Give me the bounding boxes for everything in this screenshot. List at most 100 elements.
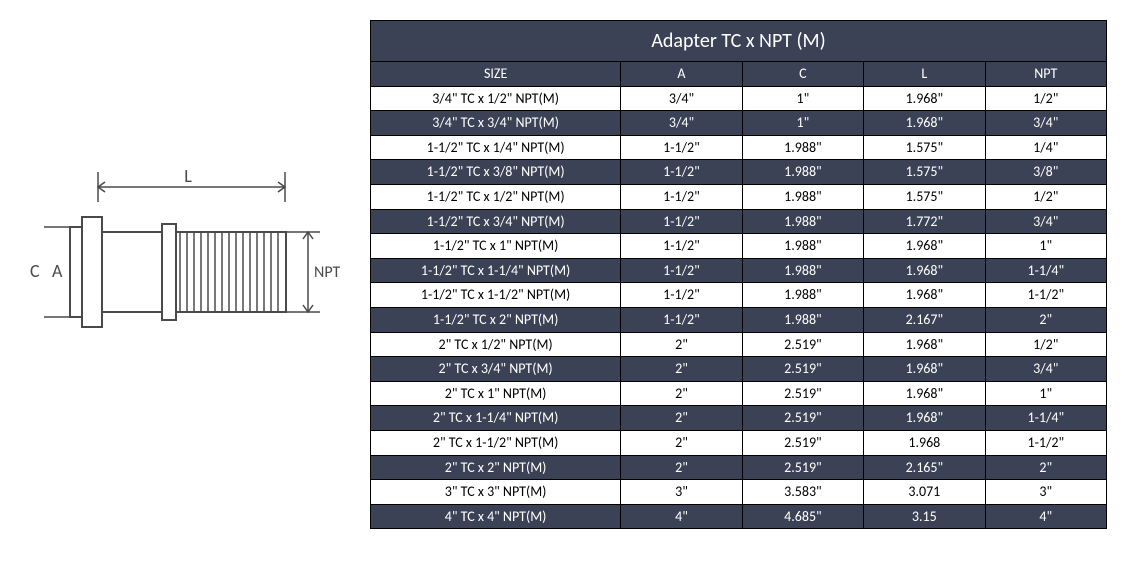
table-cell: 2" TC x 1/2" NPT(M) — [371, 332, 621, 357]
diagram-svg: L — [20, 142, 340, 402]
table-cell: 1-1/2" — [621, 160, 742, 185]
table-cell: 3/4" — [985, 111, 1106, 136]
col-c: C — [742, 62, 863, 87]
table-cell: 2" — [621, 357, 742, 382]
table-cell: 2" TC x 1-1/4" NPT(M) — [371, 406, 621, 431]
table-cell: 1.988" — [742, 135, 863, 160]
table-cell: 4.685" — [742, 504, 863, 529]
table-cell: 2" — [621, 332, 742, 357]
table-body: 3/4" TC x 1/2" NPT(M)3/4"1"1.968"1/2"3/4… — [371, 86, 1107, 529]
table-cell: 3/4" TC x 3/4" NPT(M) — [371, 111, 621, 136]
table-cell: 1.988" — [742, 184, 863, 209]
table-row: 1-1/2" TC x 1-1/2" NPT(M)1-1/2"1.988"1.9… — [371, 283, 1107, 308]
table-cell: 1-1/2" — [621, 184, 742, 209]
table-row: 3/4" TC x 1/2" NPT(M)3/4"1"1.968"1/2" — [371, 86, 1107, 111]
table-row: 1-1/2" TC x 2" NPT(M)1-1/2"1.988"2.167"2… — [371, 307, 1107, 332]
table-cell: 3/4" — [621, 111, 742, 136]
table-row: 1-1/2" TC x 1/2" NPT(M)1-1/2"1.988"1.575… — [371, 184, 1107, 209]
table-cell: 4" — [985, 504, 1106, 529]
table-cell: 1.575" — [864, 184, 985, 209]
table-cell: 1.968" — [864, 86, 985, 111]
table-cell: 2.519" — [742, 357, 863, 382]
table-cell: 1.772" — [864, 209, 985, 234]
table-row: 1-1/2" TC x 1/4" NPT(M)1-1/2"1.988"1.575… — [371, 135, 1107, 160]
table-cell: 2.519" — [742, 406, 863, 431]
table-cell: 2.519" — [742, 332, 863, 357]
table-cell: 1-1/2" TC x 3/4" NPT(M) — [371, 209, 621, 234]
table-cell: 2" — [985, 307, 1106, 332]
table-cell: 2" — [621, 381, 742, 406]
table-cell: 1.575" — [864, 160, 985, 185]
table-row: 2" TC x 1" NPT(M)2"2.519"1.968"1" — [371, 381, 1107, 406]
table-cell: 1.968" — [864, 381, 985, 406]
table-cell: 1.988" — [742, 209, 863, 234]
table-cell: 2.519" — [742, 430, 863, 455]
table-cell: 3/4" — [985, 357, 1106, 382]
adapter-diagram: L — [20, 142, 340, 407]
table-row: 2" TC x 3/4" NPT(M)2"2.519"1.968"3/4" — [371, 357, 1107, 382]
table-cell: 1-1/2" — [621, 209, 742, 234]
table-cell: 1/2" — [985, 86, 1106, 111]
col-size: SIZE — [371, 62, 621, 87]
table-cell: 1/2" — [985, 332, 1106, 357]
table-cell: 2.165" — [864, 455, 985, 480]
table-cell: 1.968" — [864, 234, 985, 259]
table-cell: 1.968" — [864, 357, 985, 382]
table-cell: 1-1/2" TC x 1-1/2" NPT(M) — [371, 283, 621, 308]
table-cell: 2.519" — [742, 455, 863, 480]
table-cell: 1" — [742, 111, 863, 136]
table-cell: 4" TC x 4" NPT(M) — [371, 504, 621, 529]
spec-table-wrap: Adapter TC x NPT (M) SIZEACLNPT 3/4" TC … — [370, 20, 1107, 529]
table-cell: 2.519" — [742, 381, 863, 406]
table-cell: 1-1/2" — [985, 430, 1106, 455]
table-cell: 1-1/2" — [621, 135, 742, 160]
table-cell: 1.988" — [742, 307, 863, 332]
table-cell: 1-1/2" TC x 1/2" NPT(M) — [371, 184, 621, 209]
header-row: SIZEACLNPT — [371, 62, 1107, 87]
col-l: L — [864, 62, 985, 87]
table-cell: 1-1/2" — [621, 234, 742, 259]
label-NPT: NPT — [314, 263, 340, 282]
table-cell: 3/8" — [985, 160, 1106, 185]
table-row: 1-1/2" TC x 3/8" NPT(M)1-1/2"1.988"1.575… — [371, 160, 1107, 185]
table-row: 4" TC x 4" NPT(M)4"4.685"3.154" — [371, 504, 1107, 529]
table-row: 1-1/2" TC x 3/4" NPT(M)1-1/2"1.988"1.772… — [371, 209, 1107, 234]
table-cell: 2" — [621, 455, 742, 480]
table-cell: 1-1/4" — [985, 406, 1106, 431]
table-cell: 1.988" — [742, 160, 863, 185]
table-cell: 3/4" — [985, 209, 1106, 234]
table-cell: 1-1/2" TC x 1/4" NPT(M) — [371, 135, 621, 160]
table-cell: 1-1/2" — [621, 283, 742, 308]
table-cell: 1-1/2" TC x 2" NPT(M) — [371, 307, 621, 332]
table-row: 1-1/2" TC x 1" NPT(M)1-1/2"1.988"1.968"1… — [371, 234, 1107, 259]
label-C: C — [30, 260, 40, 282]
label-A: A — [52, 260, 63, 282]
table-cell: 1" — [742, 86, 863, 111]
table-cell: 1" — [985, 234, 1106, 259]
table-row: 2" TC x 2" NPT(M)2"2.519"2.165"2" — [371, 455, 1107, 480]
table-cell: 3.071 — [864, 480, 985, 505]
table-cell: 1.968" — [864, 111, 985, 136]
table-cell: 2.167" — [864, 307, 985, 332]
table-row: 1-1/2" TC x 1-1/4" NPT(M)1-1/2"1.988"1.9… — [371, 258, 1107, 283]
table-cell: 1.968 — [864, 430, 985, 455]
table-cell: 3.15 — [864, 504, 985, 529]
table-cell: 3" — [621, 480, 742, 505]
table-cell: 1/4" — [985, 135, 1106, 160]
table-cell: 2" — [621, 430, 742, 455]
table-cell: 1-1/2" — [985, 283, 1106, 308]
table-cell: 3" — [985, 480, 1106, 505]
col-npt: NPT — [985, 62, 1106, 87]
table-cell: 1-1/2" TC x 1" NPT(M) — [371, 234, 621, 259]
table-row: 2" TC x 1-1/4" NPT(M)2"2.519"1.968"1-1/4… — [371, 406, 1107, 431]
table-cell: 1.968" — [864, 283, 985, 308]
table-cell: 2" TC x 3/4" NPT(M) — [371, 357, 621, 382]
label-L: L — [184, 165, 192, 187]
table-cell: 1.968" — [864, 258, 985, 283]
table-cell: 1" — [985, 381, 1106, 406]
table-cell: 3.583" — [742, 480, 863, 505]
table-cell: 1/2" — [985, 184, 1106, 209]
table-cell: 2" — [621, 406, 742, 431]
table-cell: 1.968" — [864, 406, 985, 431]
table-cell: 1-1/2" TC x 1-1/4" NPT(M) — [371, 258, 621, 283]
